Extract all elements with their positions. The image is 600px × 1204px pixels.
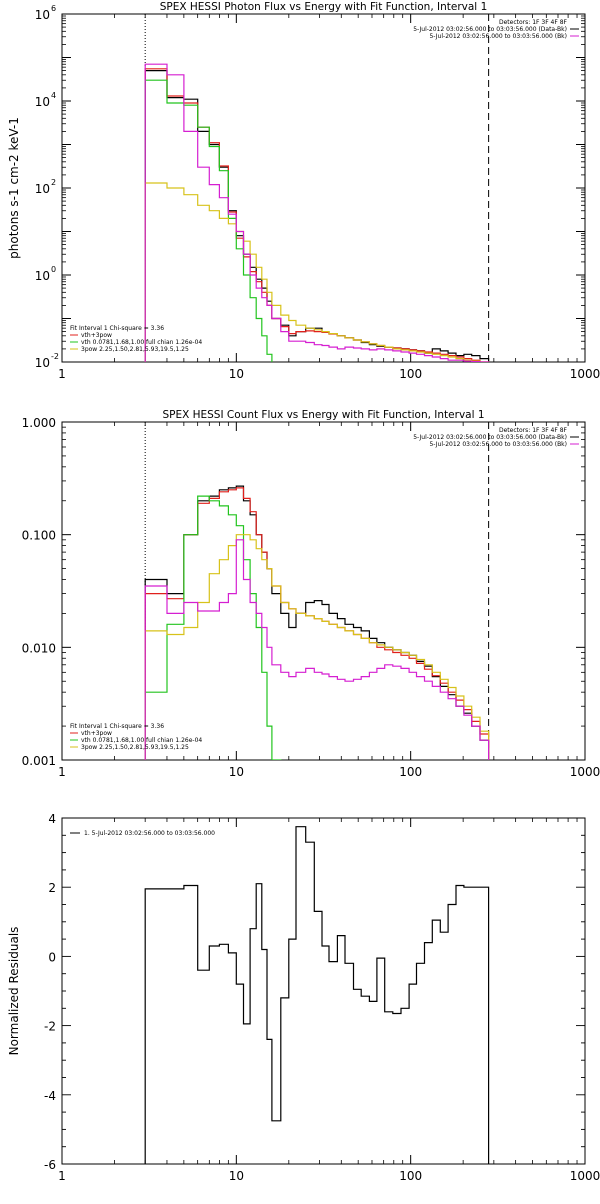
y-tick-label: -2 xyxy=(44,1020,56,1034)
legend-text: Detectors: 1F 3F 4F 8F xyxy=(499,19,568,26)
y-tick-exponent: 0 xyxy=(51,265,56,274)
legend-text: vth 0.0781,1.68,1.00 full chian 1.26e-04 xyxy=(81,339,202,346)
series-line xyxy=(144,495,282,760)
x-tick-label: 1000 xyxy=(570,367,600,381)
y-tick-exponent: 2 xyxy=(51,178,56,187)
legend-text: Detectors: 1F 3F 4F 8F xyxy=(499,427,568,434)
x-tick-label: 1 xyxy=(58,1169,66,1183)
y-tick-label: 10 xyxy=(35,182,50,196)
x-tick-label: 10 xyxy=(229,765,244,779)
chart-title: SPEX HESSI Photon Flux vs Energy with Fi… xyxy=(160,1,488,13)
x-tick-label: 100 xyxy=(399,765,422,779)
series-line xyxy=(144,182,490,362)
legend-text: vth+3pow xyxy=(81,730,112,737)
y-tick-label: 1.000 xyxy=(22,416,56,430)
legend-text: Fit Interval 1 Chi-square = 3.36 xyxy=(70,723,164,730)
series-line xyxy=(144,539,490,760)
series-line xyxy=(144,70,490,362)
y-tick-label: -4 xyxy=(44,1089,56,1103)
plot-frame xyxy=(61,421,586,761)
y-tick-exponent: 4 xyxy=(51,91,56,100)
y-tick-label: 4 xyxy=(48,812,56,826)
legend-text: vth+3pow xyxy=(81,332,112,339)
legend-text: 3pow 2.25,1.50,2.81,5.93,19.5,1.25 xyxy=(81,346,189,353)
series-line xyxy=(144,79,273,362)
series-line xyxy=(144,485,490,760)
y-tick-label: 0.001 xyxy=(22,754,56,768)
y-tick-label: 0 xyxy=(48,950,56,964)
y-tick-label: -6 xyxy=(44,1158,56,1172)
y-tick-label: 10 xyxy=(35,8,50,22)
legend-text: 5-Jul-2012 03:02:56.000 to 03:03:56.000 … xyxy=(429,441,567,448)
plot-frame xyxy=(61,13,586,363)
plot-frame xyxy=(61,817,586,1165)
series-line xyxy=(144,63,490,362)
legend-text: 5-Jul-2012 03:02:56.000 to 03:03:56.000 … xyxy=(413,26,567,33)
legend-text: 5-Jul-2012 03:02:56.000 to 03:03:56.000 … xyxy=(429,33,567,40)
x-tick-label: 10 xyxy=(229,1169,244,1183)
legend-text: Fit Interval 1 Chi-square = 3.36 xyxy=(70,325,164,332)
x-tick-label: 100 xyxy=(399,1169,422,1183)
y-tick-label: 2 xyxy=(48,881,56,895)
series-line xyxy=(144,534,490,760)
y-tick-label: 10 xyxy=(35,95,50,109)
y-tick-exponent: 6 xyxy=(51,4,56,13)
y-axis-label: photons s-1 cm-2 keV-1 xyxy=(7,117,21,259)
x-tick-label: 100 xyxy=(399,367,422,381)
x-tick-label: 1 xyxy=(58,765,66,779)
legend-text: 1. 5-Jul-2012 03:02:56.000 to 03:03:56.0… xyxy=(84,830,215,837)
x-tick-label: 1000 xyxy=(570,765,600,779)
y-tick-label: 0.010 xyxy=(22,641,56,655)
x-tick-label: 1000 xyxy=(570,1169,600,1183)
x-tick-label: 1 xyxy=(58,367,66,381)
y-axis-label: Normalized Residuals xyxy=(7,927,21,1056)
legend-text: vth 0.0781,1.68,1.00 full chian 1.26e-04 xyxy=(81,737,202,744)
y-tick-label: 10 xyxy=(35,269,50,283)
x-tick-label: 10 xyxy=(229,367,244,381)
y-tick-label: 10 xyxy=(35,356,50,370)
y-tick-exponent: -2 xyxy=(51,352,59,361)
chart-title: SPEX HESSI Count Flux vs Energy with Fit… xyxy=(162,409,484,421)
legend-text: 3pow 2.25,1.50,2.81,5.93,19.5,1.25 xyxy=(81,744,189,751)
y-tick-label: 0.100 xyxy=(22,529,56,543)
legend-text: 5-Jul-2012 03:02:56.000 to 03:03:56.000 … xyxy=(413,434,567,441)
series-line xyxy=(144,68,490,362)
series-line xyxy=(144,826,490,1164)
